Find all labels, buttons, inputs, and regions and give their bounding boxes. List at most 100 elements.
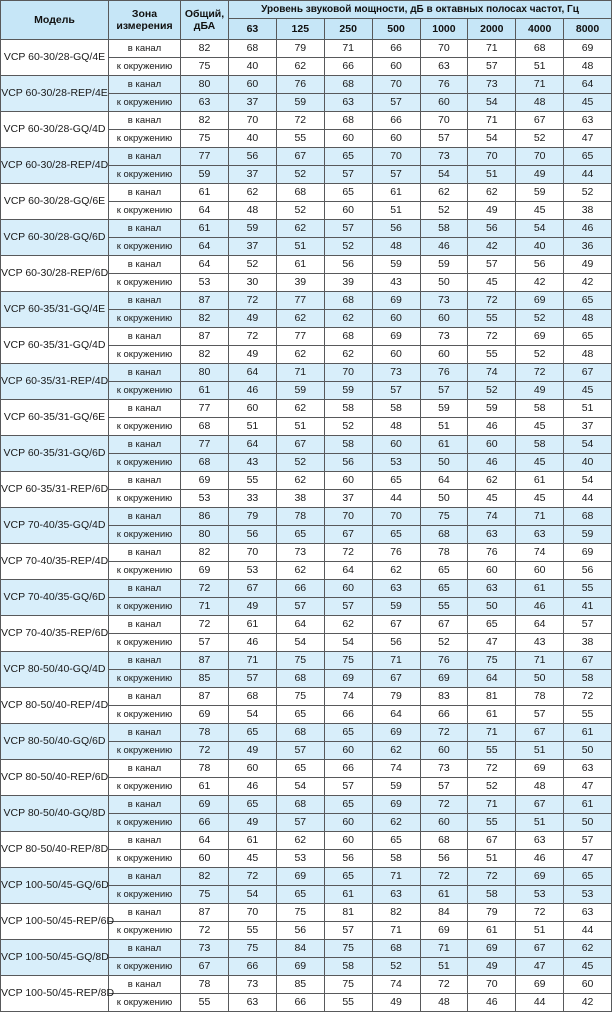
cell-zone-surroundings: к окружению bbox=[108, 885, 181, 904]
cell-band-value-duct: 75 bbox=[467, 651, 517, 670]
cell-band-value-duct: 60 bbox=[228, 75, 277, 94]
cell-band-value-duct: 69 bbox=[371, 327, 421, 346]
cell-band-value-duct: 76 bbox=[371, 543, 421, 562]
table-row: VCP 60-30/28-REP/6D в канал 64 52 61 56 59 59 57… bbox=[0, 255, 612, 292]
cell-band-value-surroundings: 62 bbox=[371, 813, 421, 832]
cell-band-value-surroundings: 43 bbox=[228, 453, 277, 472]
cell-total-dba-duct: 82 bbox=[180, 111, 229, 130]
cell-band-value-surroundings: 49 bbox=[467, 957, 517, 976]
table-row: VCP 60-35/31-GQ/4E в канал 87 72 77 68 69 73 72 6… bbox=[0, 291, 612, 328]
cell-band-value-duct: 67 bbox=[467, 831, 517, 850]
cell-total-dba-surroundings: 64 bbox=[180, 237, 229, 256]
cell-band-value-surroundings: 59 bbox=[371, 597, 421, 616]
cell-band-value-duct: 62 bbox=[228, 183, 277, 202]
cell-band-value-duct: 72 bbox=[275, 111, 325, 130]
cell-band-value-duct: 65 bbox=[563, 327, 612, 346]
cell-band-value-surroundings: 61 bbox=[419, 885, 469, 904]
cell-band-value-duct: 72 bbox=[467, 327, 517, 346]
table-row: VCP 60-30/28-GQ/6E в канал 61 62 68 65 61 62 62 5… bbox=[0, 183, 612, 220]
cell-band-value-duct: 70 bbox=[467, 975, 517, 994]
cell-band-value-surroundings: 57 bbox=[467, 57, 517, 76]
cell-band-value-surroundings: 52 bbox=[515, 345, 565, 364]
cell-zone-surroundings: к окружению bbox=[108, 237, 181, 256]
cell-band-value-surroundings: 58 bbox=[467, 885, 517, 904]
cell-band-value-duct: 62 bbox=[275, 471, 325, 490]
cell-band-value-duct: 65 bbox=[323, 723, 373, 742]
cell-band-value-surroundings: 56 bbox=[275, 921, 325, 940]
cell-band-value-surroundings: 42 bbox=[563, 273, 612, 292]
cell-band-value-surroundings: 47 bbox=[515, 957, 565, 976]
cell-total-dba-duct: 87 bbox=[180, 903, 229, 922]
cell-band-value-duct: 58 bbox=[515, 399, 565, 418]
table-row: к окружению 72 49 57 60 62 60 55 51 50 bbox=[1, 741, 612, 760]
cell-band-value-duct: 70 bbox=[371, 147, 421, 166]
cell-band-value-surroundings: 57 bbox=[371, 165, 421, 184]
cell-total-dba-duct: 72 bbox=[180, 615, 229, 634]
cell-band-value-surroundings: 66 bbox=[275, 993, 325, 1012]
cell-band-value-duct: 63 bbox=[563, 759, 612, 778]
cell-band-value-duct: 67 bbox=[275, 435, 325, 454]
cell-total-dba-surroundings: 67 bbox=[180, 957, 229, 976]
table-row: VCP 60-35/31-REP/6D в канал 69 55 62 60 65 64 62… bbox=[0, 471, 612, 508]
cell-band-value-surroundings: 63 bbox=[419, 57, 469, 76]
cell-band-value-duct: 72 bbox=[228, 291, 277, 310]
table-row: VCP 60-35/31-REP/4D в канал 80 64 71 70 73 76 74… bbox=[0, 363, 612, 400]
cell-band-value-duct: 64 bbox=[515, 615, 565, 634]
column-header-model: Модель bbox=[0, 0, 109, 40]
column-header-freq-4000: 4000 bbox=[515, 18, 565, 40]
cell-band-value-surroundings: 46 bbox=[467, 453, 517, 472]
cell-band-value-surroundings: 51 bbox=[467, 849, 517, 868]
cell-band-value-surroundings: 60 bbox=[371, 129, 421, 148]
cell-band-value-duct: 59 bbox=[515, 183, 565, 202]
cell-band-value-duct: 67 bbox=[419, 615, 469, 634]
cell-band-value-surroundings: 48 bbox=[371, 417, 421, 436]
cell-total-dba-surroundings: 59 bbox=[180, 165, 229, 184]
cell-band-value-surroundings: 49 bbox=[228, 345, 277, 364]
cell-band-value-surroundings: 44 bbox=[563, 165, 612, 184]
table-row: VCP 60-30/28-GQ/4E в канал 82 68 79 71 66 70 71 6… bbox=[0, 39, 612, 76]
cell-band-value-duct: 72 bbox=[563, 687, 612, 706]
cell-band-value-duct: 66 bbox=[371, 111, 421, 130]
cell-model-name: VCP 80-50/40-REP/4D bbox=[0, 687, 109, 724]
table-row: VCP 80-50/40-REP/8D в канал 64 61 62 60 65 68 67… bbox=[0, 831, 612, 868]
cell-zone-duct: в канал bbox=[108, 363, 181, 382]
cell-band-value-duct: 59 bbox=[419, 255, 469, 274]
column-header-freq-250: 250 bbox=[323, 18, 373, 40]
cell-band-value-duct: 71 bbox=[515, 75, 565, 94]
cell-zone-duct: в канал bbox=[108, 219, 181, 238]
cell-band-value-surroundings: 55 bbox=[467, 345, 517, 364]
cell-zone-surroundings: к окружению bbox=[108, 669, 181, 688]
cell-total-dba-surroundings: 75 bbox=[180, 885, 229, 904]
cell-band-value-duct: 75 bbox=[275, 651, 325, 670]
cell-band-value-duct: 61 bbox=[515, 579, 565, 598]
cell-band-value-duct: 62 bbox=[275, 219, 325, 238]
cell-band-value-surroundings: 50 bbox=[515, 669, 565, 688]
cell-band-value-duct: 74 bbox=[371, 759, 421, 778]
cell-zone-duct: в канал bbox=[108, 255, 181, 274]
cell-model-name: VCP 80-50/40-GQ/8D bbox=[0, 795, 109, 832]
cell-band-value-surroundings: 45 bbox=[515, 453, 565, 472]
table-row: к окружению 82 49 62 62 60 60 55 52 48 bbox=[1, 345, 612, 364]
cell-band-value-duct: 68 bbox=[228, 39, 277, 58]
cell-band-value-duct: 72 bbox=[419, 723, 469, 742]
cell-band-value-duct: 67 bbox=[515, 939, 565, 958]
cell-band-value-duct: 61 bbox=[371, 183, 421, 202]
cell-band-value-duct: 71 bbox=[275, 363, 325, 382]
cell-total-dba-duct: 77 bbox=[180, 399, 229, 418]
cell-band-value-surroundings: 48 bbox=[419, 993, 469, 1012]
cell-band-value-duct: 75 bbox=[228, 939, 277, 958]
cell-band-value-surroundings: 49 bbox=[228, 309, 277, 328]
cell-total-dba-duct: 82 bbox=[180, 867, 229, 886]
cell-band-value-surroundings: 56 bbox=[563, 561, 612, 580]
cell-band-value-duct: 71 bbox=[419, 939, 469, 958]
cell-band-value-surroundings: 52 bbox=[323, 417, 373, 436]
cell-band-value-duct: 74 bbox=[515, 543, 565, 562]
cell-band-value-duct: 65 bbox=[563, 147, 612, 166]
cell-zone-surroundings: к окружению bbox=[108, 453, 181, 472]
cell-band-value-duct: 57 bbox=[323, 219, 373, 238]
cell-band-value-duct: 73 bbox=[419, 759, 469, 778]
table-row: VCP 60-35/31-GQ/6D в канал 77 64 67 58 60 61 60 5… bbox=[0, 435, 612, 472]
cell-band-value-surroundings: 36 bbox=[563, 237, 612, 256]
cell-model-name: VCP 60-30/28-REP/4E bbox=[0, 75, 109, 112]
cell-band-value-surroundings: 38 bbox=[563, 633, 612, 652]
